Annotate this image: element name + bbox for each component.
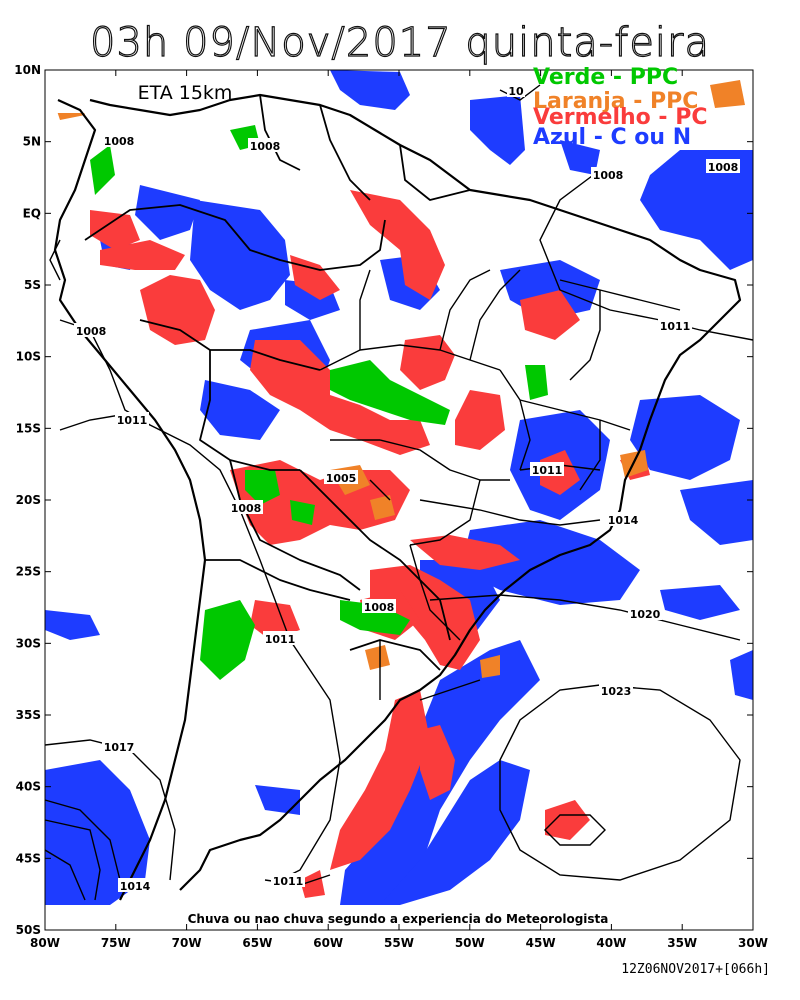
lat-tick-label: 25S	[16, 565, 41, 579]
isobar-label: 1014	[120, 880, 151, 893]
isobar-label: 1020	[630, 608, 661, 621]
isobar-label: 1008	[76, 325, 107, 338]
green-areas	[90, 125, 548, 680]
orange-areas	[55, 80, 745, 678]
lon-tick-label: 40W	[596, 936, 626, 950]
isobars	[44, 84, 754, 901]
lon-tick-label: 50W	[455, 936, 485, 950]
isobar-label: 1011	[273, 875, 304, 888]
lon-tick-label: 70W	[172, 936, 202, 950]
isobar-label: 1011	[117, 414, 148, 427]
precip-field	[45, 70, 753, 905]
isobar-label: 1014	[608, 514, 639, 527]
lat-tick-label: 5S	[24, 278, 41, 292]
lat-tick-label: 15S	[16, 421, 41, 435]
map-title: 03h 09/Nov/2017 quinta-feira	[89, 19, 710, 66]
run-stamp: 12Z06NOV2017+[066h]	[621, 962, 770, 977]
model-label-box	[46, 71, 328, 113]
footer-note: Chuva ou nao chuva segundo a experiencia…	[188, 912, 609, 926]
legend-item-red: Vermelho - PC	[533, 105, 707, 130]
lon-tick-label: 55W	[384, 936, 414, 950]
isobar-label: 1008	[250, 140, 281, 153]
legend-item-orange: Laranja - PPC	[533, 89, 698, 114]
lon-tick-label: 75W	[101, 936, 131, 950]
lat-tick-label: 10S	[16, 350, 41, 364]
lon-tick-label: 80W	[30, 936, 60, 950]
isobar-label: 1008	[364, 601, 395, 614]
lat-tick-label: 35S	[16, 708, 41, 722]
lon-axis: 80W 75W 70W 65W 60W 55W 50W 45W 40W 35W 30W	[30, 70, 768, 950]
lat-tick-label: 30S	[16, 636, 41, 650]
isobar-label: 1008	[231, 502, 262, 515]
isobar-label: 1011	[532, 464, 563, 477]
isobar-label: 1023	[601, 685, 632, 698]
legend: Verde - PPC Laranja - PPC Vermelho - PC …	[533, 65, 707, 150]
coastline	[53, 93, 742, 901]
isobar-label: 1011	[265, 633, 296, 646]
isobar-label: 1011	[660, 320, 691, 333]
country-borders	[84, 94, 471, 671]
lon-tick-label: 60W	[313, 936, 343, 950]
lat-tick-label: 40S	[16, 780, 41, 794]
lon-tick-label: 45W	[526, 936, 556, 950]
lon-tick-label: 30W	[738, 936, 768, 950]
state-borders	[319, 269, 681, 700]
lat-tick-label: 10N	[14, 63, 41, 77]
isobar-label: 10	[508, 85, 524, 98]
lat-tick-label: EQ	[23, 206, 41, 220]
isobar-label: 1017	[104, 741, 135, 754]
lat-tick-label: 50S	[16, 923, 41, 937]
isobar-label: 1008	[104, 135, 135, 148]
lat-tick-label: 45S	[16, 851, 41, 865]
isobar-label: 1008	[593, 169, 624, 182]
lat-tick-label: 20S	[16, 493, 41, 507]
legend-item-blue: Azul - C ou N	[533, 125, 691, 150]
model-label: ETA 15km	[138, 82, 233, 104]
isobar-label: 1008	[708, 161, 739, 174]
lat-axis: 10N 5N EQ 5S 10S 15S 20S 25S 30S 35S 40S 45S 50S	[14, 63, 753, 937]
lon-tick-label: 35W	[667, 936, 697, 950]
lon-tick-label: 65W	[242, 936, 272, 950]
isobar-label: 1005	[326, 472, 357, 485]
lat-tick-label: 5N	[23, 135, 41, 149]
legend-item-green: Verde - PPC	[533, 65, 678, 90]
isobar-labels: 1008 1008 1008 1008 1008 1011 1008 1011 …	[74, 83, 740, 893]
